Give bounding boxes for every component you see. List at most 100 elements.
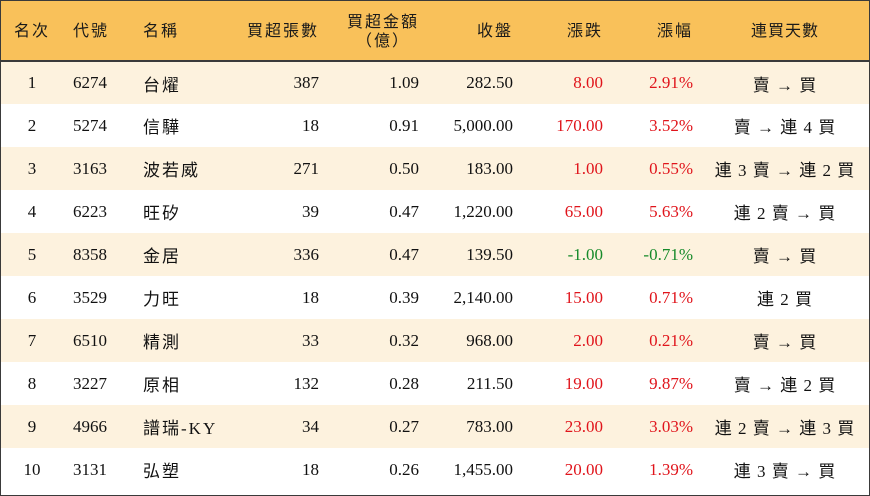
cell-close: 1,455.00 xyxy=(453,459,514,479)
cell-name: 台燿 xyxy=(143,75,181,95)
cell-streak: 連 2 賣 → 買 xyxy=(733,204,837,223)
cell-change: 15.00 xyxy=(564,287,603,307)
cell-net-buy-amount: 0.26 xyxy=(389,459,419,479)
cell-net-buy-amount: 0.28 xyxy=(389,373,419,393)
cell-net-buy-amount: 0.27 xyxy=(389,416,419,436)
header-change: 漲跌 xyxy=(521,1,611,62)
cell-close: 2,140.00 xyxy=(453,287,514,307)
cell-name: 弘塑 xyxy=(143,462,181,481)
cell-net-buy-amount: 1.09 xyxy=(389,73,419,92)
cell-change: 65.00 xyxy=(564,201,603,221)
cell-close: 968.00 xyxy=(466,330,513,350)
cell-change-pct: -0.71% xyxy=(643,244,693,264)
cell-change: 19.00 xyxy=(564,373,603,393)
table-row: 7 6510 精測 33 0.32 968.00 2.00 0.21% 賣 → 買 xyxy=(1,319,869,362)
cell-change: -1.00 xyxy=(567,244,603,264)
cell-net-buy-lots: 336 xyxy=(293,244,320,264)
cell-net-buy-amount: 0.47 xyxy=(389,201,419,221)
cell-code: 3227 xyxy=(73,373,107,393)
cell-change: 1.00 xyxy=(573,158,603,178)
cell-change: 23.00 xyxy=(564,416,603,436)
table-header-row: 名次 代號 名稱 買超張數 買超金額 （億） 收盤 漲跌 漲幅 連買天數 xyxy=(1,1,869,62)
cell-net-buy-lots: 18 xyxy=(302,287,319,307)
header-streak: 連買天數 xyxy=(701,1,869,62)
cell-code: 3131 xyxy=(73,459,107,479)
cell-net-buy-amount: 0.32 xyxy=(389,330,419,350)
cell-rank: 5 xyxy=(27,244,37,264)
table-row: 2 5274 信驊 18 0.91 5,000.00 170.00 3.52% 賣 → 連 4 … xyxy=(1,104,869,147)
cell-net-buy-lots: 387 xyxy=(293,73,320,92)
table-row: 10 3131 弘塑 18 0.26 1,455.00 20.00 1.39% 連 3 賣 → … xyxy=(1,448,869,491)
cell-close: 211.50 xyxy=(466,373,513,393)
cell-code: 6274 xyxy=(73,73,107,92)
cell-close: 139.50 xyxy=(466,244,513,264)
cell-streak: 連 2 賣 → 連 3 買 xyxy=(714,419,856,438)
cell-streak: 連 3 賣 → 連 2 買 xyxy=(714,161,856,180)
header-net-buy-amount: 買超金額 （億） xyxy=(327,1,427,62)
cell-streak: 連 2 買 xyxy=(757,290,813,309)
cell-code: 6510 xyxy=(73,330,107,350)
cell-name: 力旺 xyxy=(143,290,181,309)
cell-change: 170.00 xyxy=(556,115,603,135)
cell-rank: 10 xyxy=(23,459,41,479)
cell-net-buy-amount: 0.91 xyxy=(389,115,419,135)
cell-net-buy-amount: 0.47 xyxy=(389,244,419,264)
header-change-pct: 漲幅 xyxy=(611,1,701,62)
table-row: 1 6274 台燿 387 1.09 282.50 8.00 2.91% 賣 → 買 xyxy=(1,61,869,104)
cell-code: 4966 xyxy=(73,416,107,436)
table-row: 9 4966 譜瑞-KY 34 0.27 783.00 23.00 3.03% 連 2 賣 → … xyxy=(1,405,869,448)
cell-change-pct: 1.39% xyxy=(649,459,693,479)
cell-code: 3163 xyxy=(73,158,107,178)
cell-rank: 8 xyxy=(27,373,37,393)
header-close: 收盤 xyxy=(427,1,521,62)
cell-close: 282.50 xyxy=(466,73,513,92)
header-code: 代號 xyxy=(63,1,135,62)
header-net-buy-amount-line1: 買超金額 xyxy=(346,11,419,31)
cell-rank: 7 xyxy=(27,330,37,350)
header-name: 名稱 xyxy=(135,1,231,62)
table-body: 1 6274 台燿 387 1.09 282.50 8.00 2.91% 賣 → 買 2 5274 信… xyxy=(1,61,869,491)
cell-change-pct: 0.71% xyxy=(649,287,693,307)
cell-code: 8358 xyxy=(73,244,107,264)
cell-name: 波若威 xyxy=(143,161,200,180)
cell-change-pct: 0.55% xyxy=(649,158,693,178)
cell-change: 20.00 xyxy=(564,459,603,479)
table-row: 6 3529 力旺 18 0.39 2,140.00 15.00 0.71% 連 2 買 xyxy=(1,276,869,319)
cell-net-buy-lots: 33 xyxy=(302,330,319,350)
cell-net-buy-lots: 18 xyxy=(302,459,319,479)
cell-net-buy-lots: 271 xyxy=(293,158,320,178)
cell-change-pct: 0.21% xyxy=(649,330,693,350)
cell-name: 精測 xyxy=(143,333,181,352)
cell-close: 783.00 xyxy=(466,416,513,436)
cell-name: 原相 xyxy=(143,376,181,395)
cell-code: 3529 xyxy=(73,287,107,307)
cell-net-buy-lots: 39 xyxy=(302,201,319,221)
cell-streak: 賣 → 連 4 買 xyxy=(733,118,837,137)
cell-net-buy-lots: 34 xyxy=(302,416,319,436)
cell-streak: 賣 → 買 xyxy=(752,247,818,266)
cell-change-pct: 3.52% xyxy=(649,115,693,135)
cell-name: 譜瑞-KY xyxy=(143,419,218,438)
cell-close: 1,220.00 xyxy=(453,201,514,221)
cell-net-buy-amount: 0.39 xyxy=(389,287,419,307)
table-row: 3 3163 波若威 271 0.50 183.00 1.00 0.55% 連 3 賣 → 連 … xyxy=(1,147,869,190)
cell-net-buy-amount: 0.50 xyxy=(389,158,419,178)
table-row: 5 8358 金居 336 0.47 139.50 -1.00 -0.71% 賣 → 買 xyxy=(1,233,869,276)
cell-rank: 3 xyxy=(27,158,37,178)
cell-close: 183.00 xyxy=(466,158,513,178)
cell-code: 5274 xyxy=(73,115,107,135)
cell-change-pct: 2.91% xyxy=(649,73,693,92)
cell-net-buy-lots: 18 xyxy=(302,115,319,135)
cell-close: 5,000.00 xyxy=(453,115,514,135)
cell-rank: 9 xyxy=(27,416,37,436)
cell-name: 旺矽 xyxy=(143,204,181,223)
cell-streak: 連 3 賣 → 買 xyxy=(733,462,837,481)
cell-change: 2.00 xyxy=(573,330,603,350)
cell-name: 信驊 xyxy=(143,118,181,137)
cell-change-pct: 9.87% xyxy=(649,373,693,393)
header-net-buy-amount-line2: （億） xyxy=(355,30,410,50)
table-row: 8 3227 原相 132 0.28 211.50 19.00 9.87% 賣 → 連 2 買 xyxy=(1,362,869,405)
cell-streak: 賣 → 買 xyxy=(752,75,818,95)
